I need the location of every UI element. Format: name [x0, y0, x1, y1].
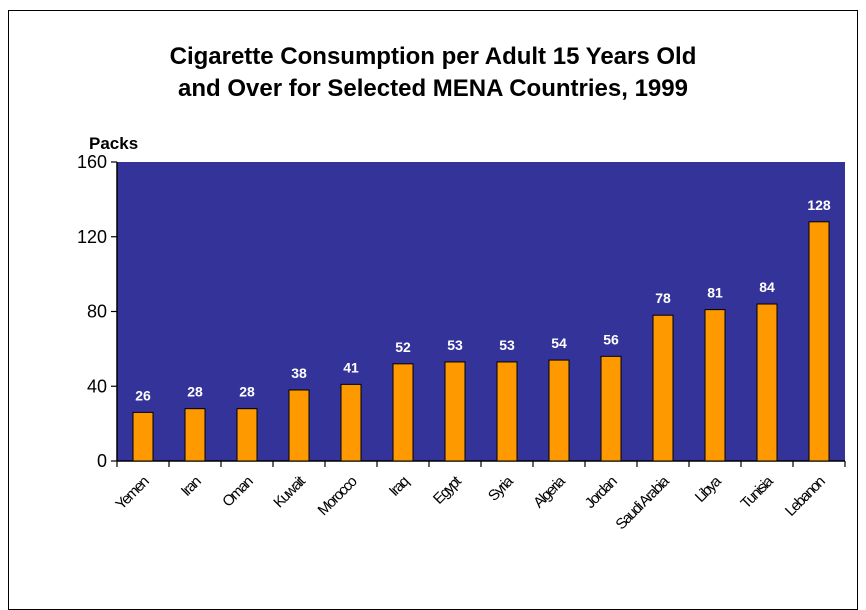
category-label: Algeria	[530, 472, 569, 511]
bar-lebanon	[808, 221, 830, 462]
value-label: 81	[707, 285, 723, 301]
value-label: 54	[551, 335, 567, 351]
category-label: Iraq	[386, 473, 413, 500]
category-label: Lebanon	[782, 473, 829, 520]
bar-chart: Packs 0 40 80 120 160 26 28 28 38 41 52 53 53 54 56 78…	[77, 134, 846, 533]
value-label: 56	[603, 331, 619, 347]
value-label: 26	[135, 387, 151, 403]
x-axis	[116, 460, 846, 467]
y-tick-label: 0	[97, 451, 107, 471]
bar-tunisia	[756, 303, 778, 462]
category-label: Jordan	[582, 473, 621, 512]
bar-oman	[236, 408, 258, 462]
category-label: Saudi Arabia	[612, 472, 673, 533]
category-label: Morocco	[315, 473, 361, 519]
value-label: 78	[655, 290, 671, 306]
bar-libya	[704, 309, 726, 462]
value-label: 53	[499, 337, 515, 353]
category-labels: Yemen Iran Oman Kuwait Morocco Iraq Egypt Syria…	[112, 472, 828, 533]
bar-iraq	[392, 363, 414, 462]
category-label: Libya	[692, 472, 726, 506]
value-labels: 26 28 28 38 41 52 53 53 54 56 78 81 84 128	[135, 197, 831, 404]
chart-title-line-1: Cigarette Consumption per Adult 15 Years…	[169, 43, 697, 70]
category-label: Tunisia	[737, 472, 777, 512]
value-label: 41	[343, 359, 359, 375]
category-label: Egypt	[430, 472, 465, 507]
value-label: 28	[239, 384, 255, 400]
bar-saudi-arabia	[652, 314, 674, 462]
value-label: 84	[759, 279, 775, 295]
y-tick-label: 80	[87, 302, 107, 322]
category-label: Oman	[219, 473, 256, 510]
y-tick-label: 160	[77, 152, 107, 172]
chart-title-line-2: and Over for Selected MENA Countries, 19…	[178, 75, 688, 102]
plot-area	[117, 162, 845, 461]
value-label: 52	[395, 339, 411, 355]
chart-title: Cigarette Consumption per Adult 15 Years…	[0, 41, 866, 105]
category-label: Yemen	[112, 473, 152, 513]
value-label: 128	[807, 197, 831, 213]
bar-morocco	[340, 383, 362, 462]
bar-algeria	[548, 359, 570, 462]
value-label: 53	[447, 337, 463, 353]
bar-iran	[184, 408, 206, 462]
bar-syria	[496, 361, 518, 462]
bar-jordan	[600, 355, 622, 462]
bar-yemen	[132, 411, 154, 462]
y-axis: 0 40 80 120 160	[77, 152, 118, 471]
bars	[132, 221, 830, 462]
category-label: Iran	[178, 473, 205, 500]
value-label: 28	[187, 384, 203, 400]
y-axis-label: Packs	[89, 134, 138, 153]
y-tick-label: 120	[77, 227, 107, 247]
bar-egypt	[444, 361, 466, 462]
category-label: Syria	[485, 472, 517, 504]
y-tick-label: 40	[87, 376, 107, 396]
category-label: Kuwait	[270, 472, 309, 511]
value-label: 38	[291, 365, 307, 381]
bar-kuwait	[288, 389, 310, 462]
